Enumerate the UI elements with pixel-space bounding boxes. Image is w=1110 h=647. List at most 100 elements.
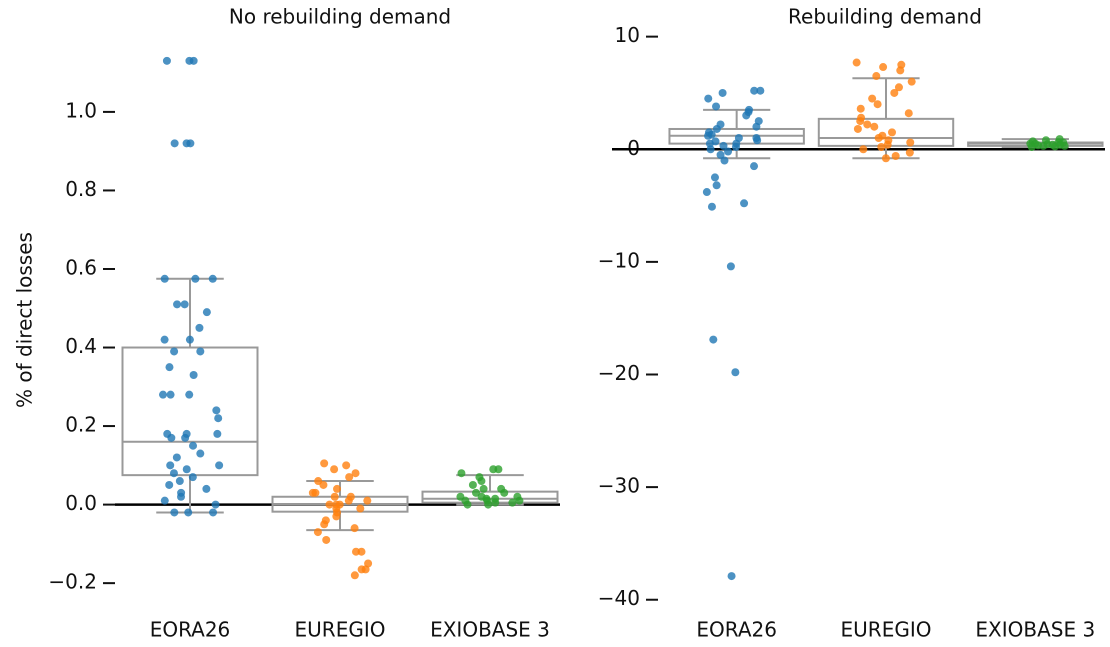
point <box>727 572 736 581</box>
point <box>712 102 721 111</box>
point <box>162 56 171 65</box>
y-tick-label: 10 <box>615 23 640 47</box>
point <box>211 500 220 509</box>
point <box>742 111 751 120</box>
point <box>719 141 728 150</box>
point <box>500 488 509 497</box>
point <box>1039 141 1048 150</box>
point <box>165 480 174 489</box>
point <box>906 138 915 147</box>
point <box>905 148 914 157</box>
point <box>740 199 749 208</box>
point <box>177 492 186 501</box>
point <box>189 56 198 65</box>
point <box>706 145 715 154</box>
point <box>332 512 341 521</box>
point <box>166 390 175 399</box>
point <box>472 488 481 497</box>
y-tick-label: −20 <box>598 361 640 385</box>
point <box>515 496 524 505</box>
point <box>726 262 735 271</box>
point <box>704 94 713 103</box>
point <box>342 461 351 470</box>
point <box>170 508 179 517</box>
point <box>325 500 334 509</box>
point <box>1027 143 1036 151</box>
point <box>170 347 179 356</box>
point <box>468 480 477 489</box>
point <box>322 535 331 544</box>
point <box>189 441 198 450</box>
point <box>718 88 727 97</box>
point <box>709 335 718 344</box>
point <box>879 63 888 72</box>
point <box>191 274 200 283</box>
point <box>887 128 896 137</box>
point <box>182 465 191 474</box>
point <box>710 173 719 182</box>
y-tick-label: 0.6 <box>65 255 97 279</box>
point <box>907 77 916 86</box>
point <box>363 496 372 505</box>
point <box>202 484 211 493</box>
panel-title: No rebuilding demand <box>229 5 451 29</box>
point <box>169 469 178 478</box>
point <box>484 500 493 509</box>
point <box>160 274 169 283</box>
y-tick-label: −10 <box>598 248 640 272</box>
point <box>357 565 366 574</box>
point <box>712 181 721 190</box>
point <box>319 480 328 489</box>
point <box>351 469 360 478</box>
point <box>344 496 353 505</box>
point <box>872 72 881 81</box>
point <box>856 104 865 113</box>
point <box>863 120 872 129</box>
point <box>890 88 899 97</box>
point <box>320 459 329 468</box>
point <box>185 390 194 399</box>
point <box>160 496 169 505</box>
point <box>904 109 913 118</box>
point <box>856 117 865 126</box>
point <box>894 83 903 92</box>
y-tick-label: −0.2 <box>48 570 97 594</box>
point <box>170 139 179 148</box>
point <box>731 143 740 151</box>
point <box>350 571 359 580</box>
point <box>756 86 765 95</box>
y-tick-label: 0.0 <box>65 491 97 515</box>
y-axis-label: % of direct losses <box>13 232 37 408</box>
x-tick-label: EXIOBASE 3 <box>430 618 550 642</box>
point <box>195 323 204 332</box>
point <box>188 473 197 482</box>
point <box>891 152 900 161</box>
point <box>213 429 222 438</box>
point <box>208 274 217 283</box>
y-tick-label: −30 <box>598 474 640 498</box>
point <box>175 477 184 486</box>
point <box>184 508 193 517</box>
point <box>731 368 740 377</box>
point <box>870 122 879 131</box>
point <box>463 500 472 509</box>
y-tick-label: 1.0 <box>65 98 97 122</box>
point <box>720 156 729 165</box>
point <box>172 453 181 462</box>
point <box>702 188 711 197</box>
point <box>215 461 224 470</box>
point <box>881 154 890 163</box>
point <box>351 547 360 556</box>
point <box>750 162 759 171</box>
point <box>196 347 205 356</box>
y-tick-label: −40 <box>598 586 640 610</box>
point <box>752 122 761 131</box>
point <box>320 520 329 529</box>
point <box>883 140 892 149</box>
point <box>750 86 759 95</box>
point <box>189 371 198 380</box>
point <box>167 433 176 442</box>
point <box>185 335 194 344</box>
point <box>489 465 498 474</box>
